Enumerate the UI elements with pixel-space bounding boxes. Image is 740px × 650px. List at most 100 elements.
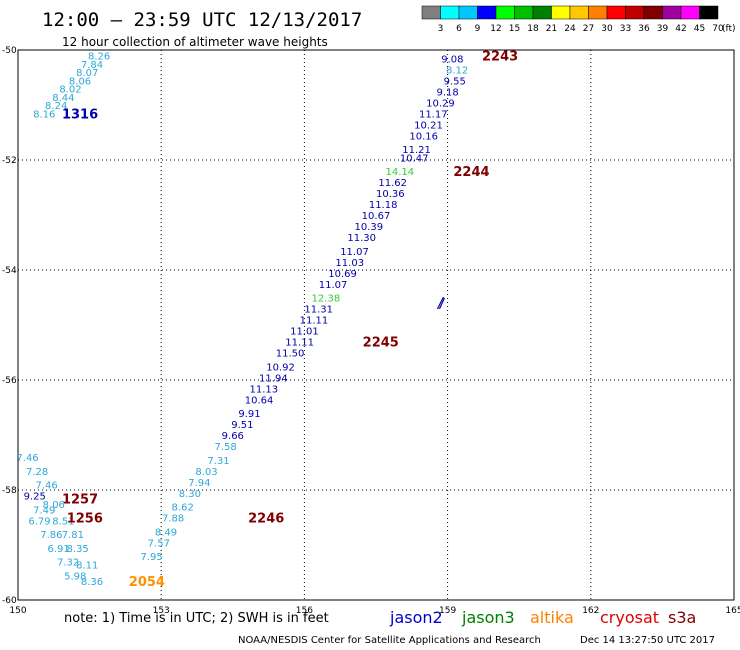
wave-height-label: 7.46 (16, 453, 38, 464)
legend-jason2: jason2 (389, 608, 443, 627)
wave-height-label: 9.91 (238, 409, 260, 420)
x-axis-ticks: 150 153 156 159 162 165 (9, 606, 740, 616)
scale-tick-label: 45 (694, 24, 705, 34)
wave-height-label: 10.69 (328, 269, 357, 280)
scale-swatch (514, 5, 534, 20)
wave-height-label: 11.18 (369, 200, 398, 211)
track-symbols (436, 296, 445, 310)
scale-tick-label: 3 (438, 24, 444, 34)
scale-swatch (458, 5, 478, 20)
y-tick-label: -50 (2, 46, 17, 56)
time-stamp-label: 2245 (363, 336, 399, 351)
track-marker (436, 296, 445, 310)
wave-height-label: 11.30 (347, 233, 376, 244)
wave-height-label: 11.17 (419, 109, 448, 120)
scale-tick-label: 36 (638, 24, 650, 34)
wave-height-label: 8.44 (52, 93, 74, 104)
wave-height-label: 7.49 (33, 505, 55, 516)
wave-height-label: 7.95 (141, 552, 163, 563)
legend-s3a: s3a (668, 608, 696, 627)
wave-height-label: 7.57 (148, 538, 170, 549)
wave-height-label: 9.51 (231, 420, 253, 431)
wave-height-label: 8.49 (155, 527, 177, 538)
wave-height-label: 6.79 (28, 516, 50, 527)
wave-height-label: 7.88 (162, 514, 184, 525)
y-tick-label: -56 (2, 376, 17, 386)
legend-jason3: jason3 (461, 608, 515, 627)
wave-height-label: 11.94 (259, 373, 288, 384)
wave-height-label: 9.55 (444, 76, 466, 87)
wave-height-label: 10.92 (266, 362, 295, 373)
time-stamp-label: 1316 (62, 107, 98, 122)
wave-height-label: 7.28 (26, 467, 48, 478)
y-axis-ticks: -50 -52 -54 -56 -58 -60 (2, 46, 17, 606)
chart-subtitle: 12 hour collection of altimeter wave hei… (62, 35, 328, 49)
scale-swatch (495, 5, 515, 20)
y-tick-label: -54 (2, 266, 17, 276)
x-tick-label: 162 (582, 606, 599, 616)
time-stamp-label: 1257 (62, 492, 98, 507)
wave-height-label: 11.21 (402, 145, 431, 156)
scale-swatch (588, 5, 608, 20)
wave-height-label: 11.03 (335, 258, 364, 269)
wave-height-label: 11.01 (290, 327, 319, 338)
wave-height-label: 7.84 (81, 60, 103, 71)
wave-height-label: 8.06 (43, 500, 65, 511)
wave-height-label: 11.11 (285, 338, 314, 349)
time-stamps: 1316 2243 2244 2245 2246 1257 1256 2054 (62, 50, 518, 590)
wave-height-label: 8.35 (67, 544, 89, 555)
wave-height-label: 7.86 (40, 530, 62, 541)
legend-cryosat: cryosat (600, 608, 659, 627)
wave-height-label: 10.47 (400, 153, 429, 164)
y-tick-label: -58 (2, 486, 17, 496)
wave-height-label: 8.02 (59, 85, 81, 96)
wave-height-label: 10.67 (362, 211, 391, 222)
wave-height-label: 5.98 (64, 571, 86, 582)
wave-height-label: 8.26 (88, 52, 110, 63)
wave-height-label: 9.25 (24, 492, 46, 503)
scale-tick-label: 39 (657, 24, 669, 34)
scale-tick-label: 30 (601, 24, 613, 34)
time-stamp-label: 2054 (129, 575, 165, 590)
wave-height-label: 7.46 (36, 481, 58, 492)
scale-tick-label: 33 (620, 24, 631, 34)
wave-height-label: 8.24 (45, 101, 67, 112)
scale-swatch (680, 5, 700, 20)
wave-height-label: 7.58 (215, 442, 237, 453)
scale-swatch (551, 5, 571, 20)
wave-height-label: 11.07 (340, 247, 369, 258)
wave-height-values: 8.267.848.078.068.028.448.248.169.088.12… (16, 52, 468, 588)
wave-height-label: 11.07 (319, 280, 348, 291)
x-tick-label: 153 (153, 606, 170, 616)
scale-tick-label: 21 (546, 24, 557, 34)
footer-timestamp: Dec 14 13:27:50 UTC 2017 (580, 635, 715, 646)
wave-height-label: 8.51 (52, 516, 74, 527)
wave-height-label: 11.11 (300, 316, 329, 327)
wave-height-label: 9.08 (441, 54, 463, 65)
wave-height-label: 8.62 (172, 503, 194, 514)
wave-height-label: 11.50 (276, 349, 305, 360)
wave-height-label: 10.64 (245, 395, 274, 406)
wave-height-label: 9.66 (222, 431, 244, 442)
satellite-legend: jason2 jason3 altika cryosat s3a (389, 608, 696, 627)
footer-credit: NOAA/NESDIS Center for Satellite Applica… (238, 635, 541, 646)
wave-height-label: 6.91 (47, 544, 69, 555)
scale-tick-label: 12 (490, 24, 501, 34)
scale-tick-label: (ft) (722, 24, 736, 34)
scale-tick-label: 70 (712, 24, 724, 34)
wave-height-label: 7.94 (188, 478, 210, 489)
scale-tick-label: 42 (675, 24, 686, 34)
time-stamp-label: 2243 (482, 50, 518, 65)
wave-height-label: 12.38 (312, 294, 341, 305)
scale-tick-label: 6 (456, 24, 462, 34)
wave-height-label: 8.06 (69, 76, 91, 87)
note-text: note: 1) Time is in UTC; 2) SWH is in fe… (64, 611, 329, 626)
wave-height-label: 9.18 (436, 87, 458, 98)
wave-height-label: 8.07 (76, 68, 98, 79)
legend-altika: altika (530, 608, 574, 627)
scale-tick-label: 27 (583, 24, 594, 34)
scale-swatch (440, 5, 460, 20)
plot-grid (18, 50, 734, 600)
scale-swatch (625, 5, 645, 20)
